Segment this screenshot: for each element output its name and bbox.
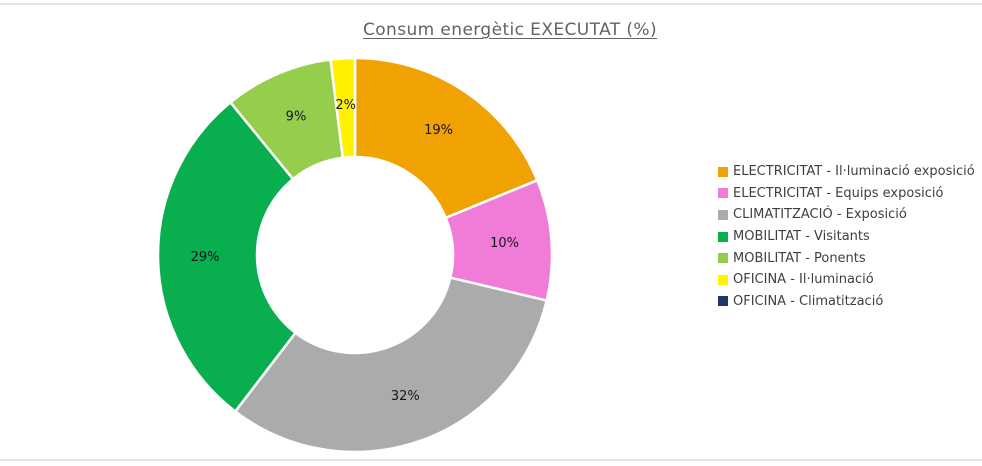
legend-item[interactable]: MOBILITAT - Visitants <box>718 226 975 248</box>
legend-label: MOBILITAT - Ponents <box>733 250 866 266</box>
slice-percent-label: 32% <box>391 389 420 404</box>
chart-legend: ELECTRICITAT - Il·luminació exposició ELE… <box>718 161 975 312</box>
donut-segment[interactable] <box>329 56 357 160</box>
top-border-line <box>0 3 982 5</box>
legend-item[interactable]: CLIMATITZACIÓ - Exposició <box>718 204 975 226</box>
slice-percent-label: 10% <box>490 236 519 251</box>
legend-label: CLIMATITZACIÓ - Exposició <box>733 207 907 223</box>
legend-label: ELECTRICITAT - Il·luminació exposició <box>733 164 975 180</box>
donut-segment[interactable] <box>156 101 297 413</box>
donut-segment[interactable] <box>353 56 539 220</box>
slice-percent-label: 29% <box>191 250 220 265</box>
legend-marker <box>718 231 728 242</box>
donut-segment[interactable] <box>234 276 548 454</box>
legend-marker <box>718 253 728 264</box>
legend-marker <box>718 209 728 220</box>
legend-item[interactable]: ELECTRICITAT - Equips exposició <box>718 183 975 205</box>
legend-marker <box>718 296 728 307</box>
legend-marker <box>718 188 728 199</box>
legend-label: MOBILITAT - Visitants <box>733 229 870 245</box>
legend-marker <box>718 274 728 285</box>
legend-label: OFICINA - Climatització <box>733 293 884 309</box>
chart-title: Consum energètic EXECUTAT (%) <box>362 20 658 40</box>
legend-item[interactable]: OFICINA - Il·luminació <box>718 269 975 291</box>
slice-percent-label: 9% <box>286 110 307 125</box>
legend-item[interactable]: ELECTRICITAT - Il·luminació exposició <box>718 161 975 183</box>
slice-percent-label: 2% <box>335 98 356 113</box>
legend-item[interactable]: MOBILITAT - Ponents <box>718 247 975 269</box>
slice-percent-label: 19% <box>424 123 453 138</box>
bottom-border-line <box>0 459 982 461</box>
legend-label: OFICINA - Il·luminació <box>733 272 874 288</box>
legend-item[interactable]: OFICINA - Climatització <box>718 291 975 313</box>
legend-marker <box>718 166 728 177</box>
legend-label: ELECTRICITAT - Equips exposició <box>733 185 944 201</box>
